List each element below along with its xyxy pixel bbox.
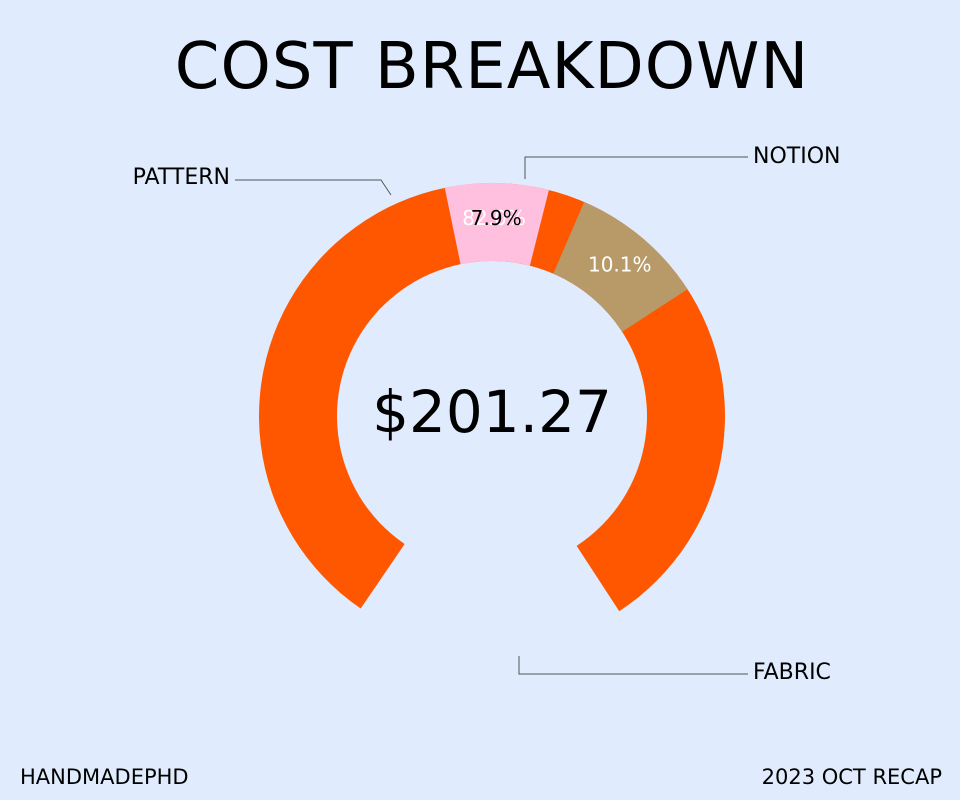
leader-line-fabric — [518, 656, 748, 675]
labels-group: 82.0% FABRIC 7.9% PATTERN 10.1% NOTION — [133, 144, 841, 685]
slice-notion — [553, 202, 688, 332]
data-label-pattern: 7.9% — [471, 206, 522, 230]
center-total: $201.27 — [372, 378, 612, 446]
category-label-pattern: PATTERN — [133, 165, 230, 190]
slices-group — [259, 183, 725, 612]
leader-line-notion — [524, 156, 748, 179]
category-label-notion: NOTION — [753, 144, 840, 169]
data-label-notion: 10.1% — [588, 253, 652, 277]
slice-pattern — [444, 183, 549, 266]
leader-line-pattern — [235, 179, 392, 196]
footer-right: 2023 OCT RECAP — [762, 765, 942, 789]
leader-lines-group — [235, 156, 748, 675]
data-label-fabric: 82.0% — [462, 206, 526, 230]
footer-left: HANDMADEPHD — [20, 765, 189, 789]
category-label-fabric: FABRIC — [753, 660, 831, 685]
chart-title: COST BREAKDOWN — [175, 30, 810, 104]
